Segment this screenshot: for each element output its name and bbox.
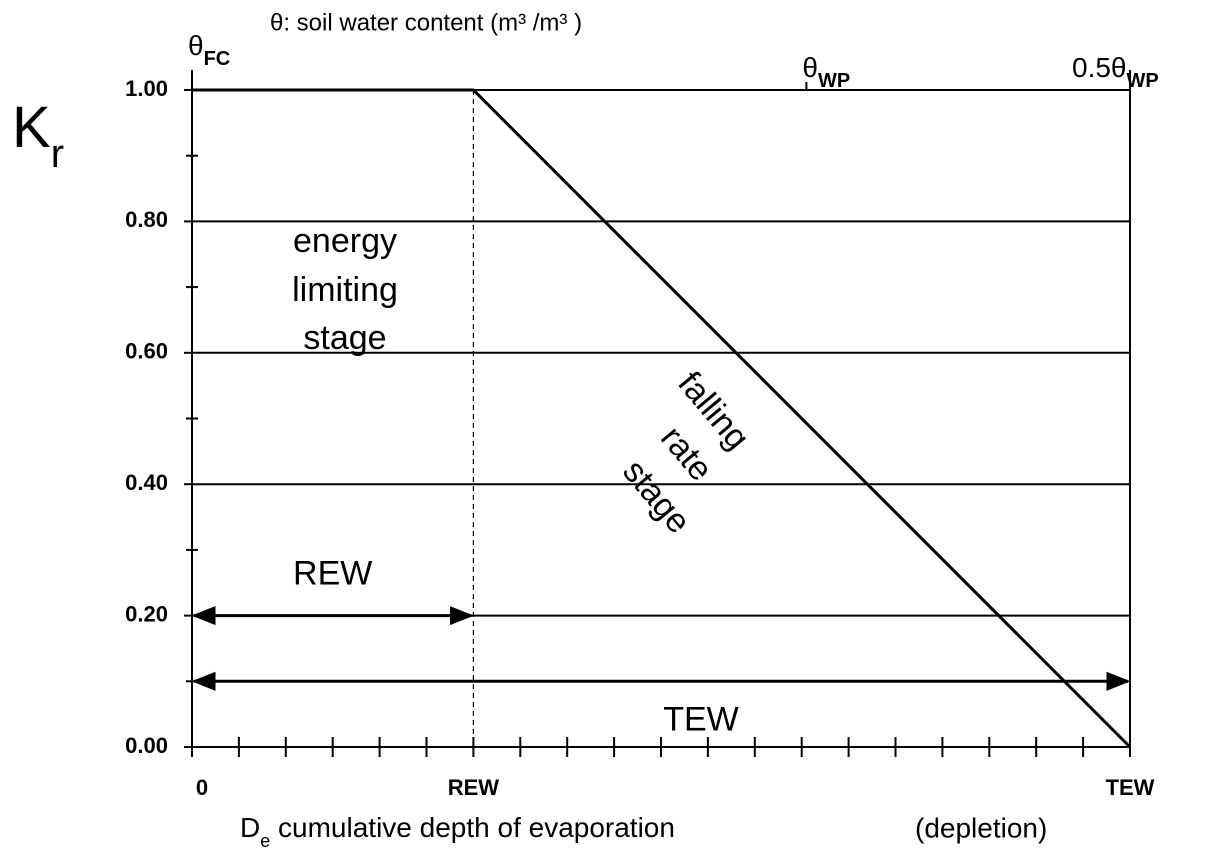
annotation-energy: energy (293, 222, 397, 260)
x-tick-label: TEW (1106, 775, 1155, 800)
x2-tick-label: 0.5θWP (1072, 52, 1159, 92)
annotation-energy: stage (303, 319, 386, 357)
y-tick-label: 0.00 (125, 733, 168, 758)
y-tick-label: 1.00 (125, 76, 168, 101)
y-axis-label: Kr (12, 95, 64, 175)
x2-tick-label: θFC (188, 30, 230, 70)
x-tick-label: 0 (196, 775, 208, 800)
x-label-sub: e (260, 831, 270, 851)
y-tick-label: 0.60 (125, 339, 168, 364)
x2-tick-symbol: θ (188, 30, 204, 61)
annotation-energy: limiting (292, 271, 398, 309)
x-tick-label: REW (448, 775, 500, 800)
x2-tick-label: θWP (802, 52, 850, 92)
x2-tick-sub: WP (818, 70, 850, 92)
y-label-main: K (12, 95, 51, 160)
x2-tick-symbol: 0.5θ (1072, 52, 1127, 83)
range-label: TEW (663, 700, 739, 738)
x-label-main: D (240, 812, 260, 843)
x-axis-label: De cumulative depth of evaporation (240, 812, 675, 850)
x2-tick-sub: WP (1127, 70, 1159, 92)
x-label-rest: cumulative depth of evaporation (270, 812, 675, 843)
range-label: REW (293, 555, 372, 593)
x2-tick-symbol: θ (802, 52, 818, 83)
chart-title: θ: soil water content (m³ /m³ ) (270, 9, 582, 36)
y-tick-label: 0.40 (125, 470, 168, 495)
x-axis-note: (depletion) (915, 812, 1047, 843)
kr-line (192, 88, 1132, 749)
y-tick-label: 0.80 (125, 207, 168, 232)
x2-tick-sub: FC (204, 48, 231, 70)
y-tick-label: 0.20 (125, 601, 168, 626)
y-label-sub: r (51, 132, 64, 176)
